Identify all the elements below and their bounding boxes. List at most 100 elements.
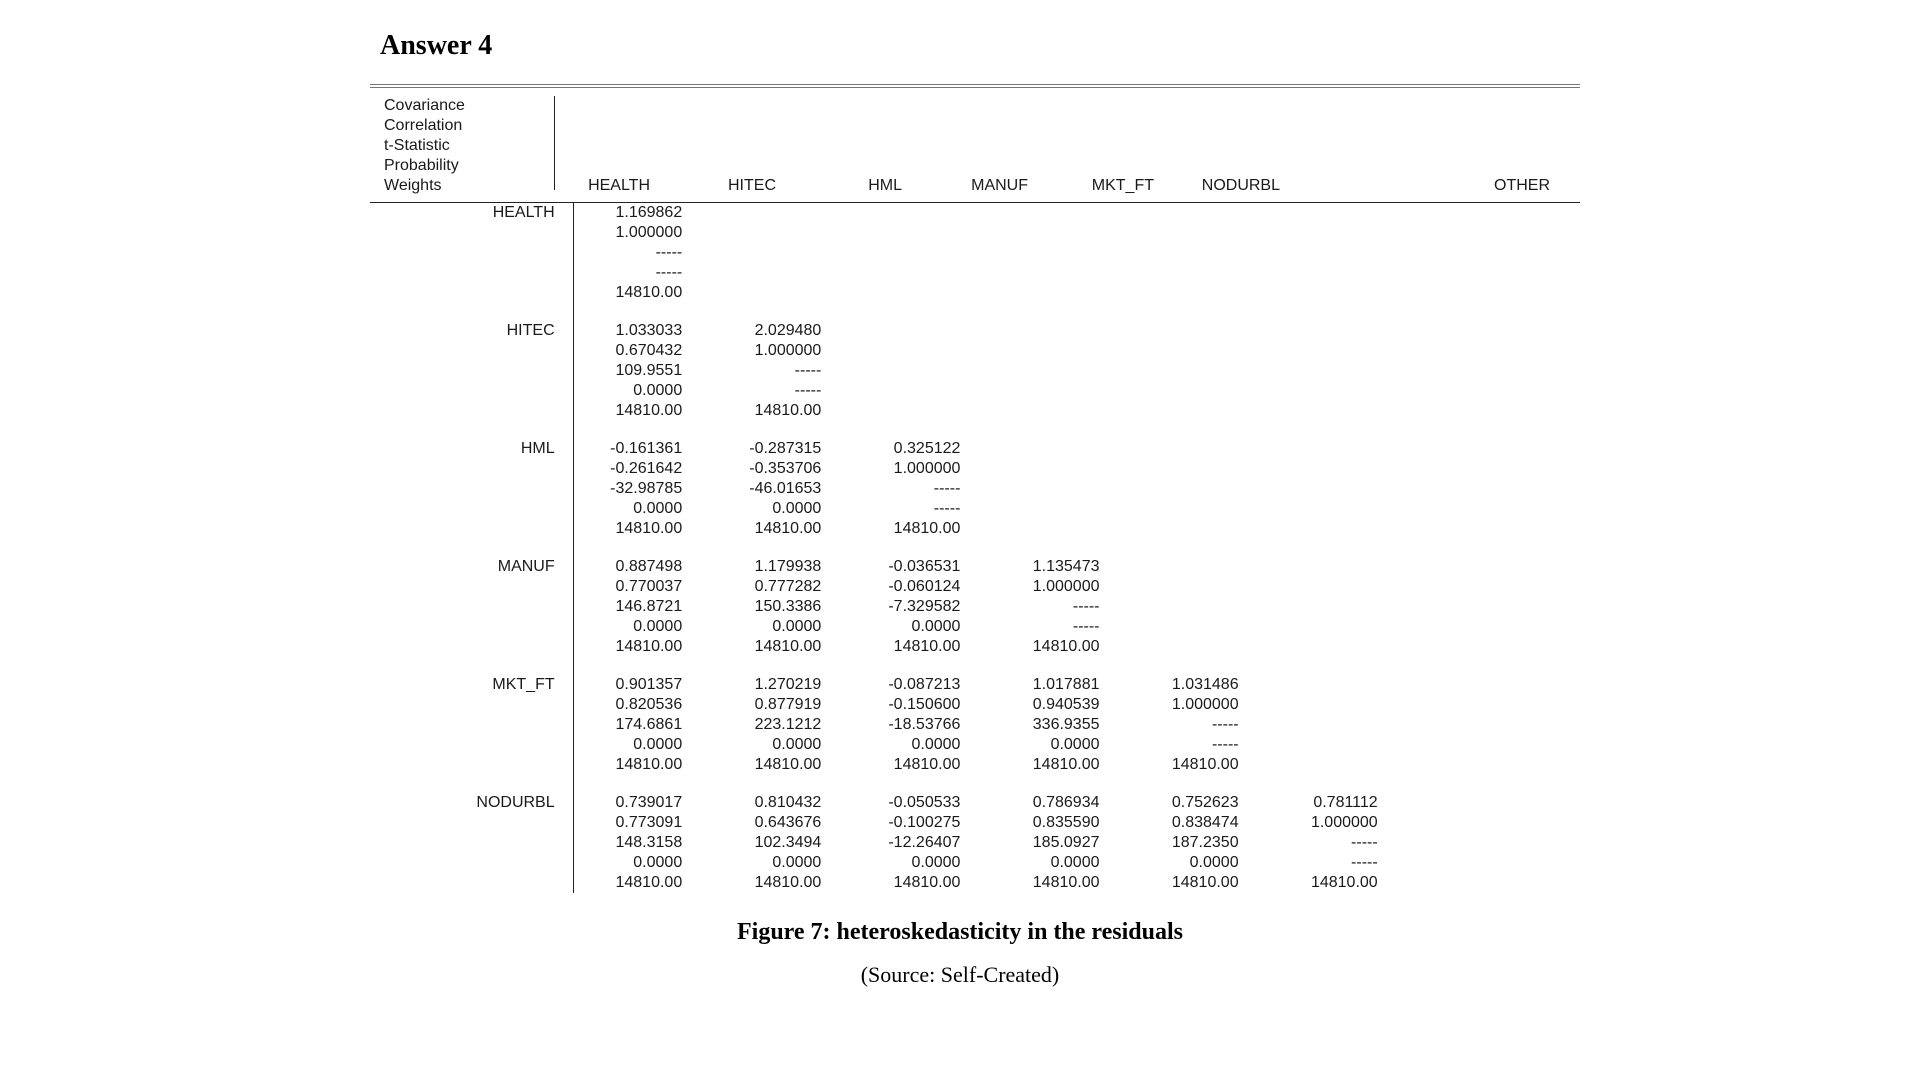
value-cell: 187.2350: [1130, 833, 1269, 853]
value-cell: [1269, 263, 1408, 283]
value-cell: [1130, 361, 1269, 381]
value-cell: [1269, 519, 1408, 539]
value-cell: -0.050533: [851, 793, 990, 813]
table-row: HEALTH1.169862: [370, 203, 1580, 223]
value-cell: [1408, 597, 1580, 617]
value-cell: -----: [990, 597, 1129, 617]
row-label: [370, 401, 573, 421]
value-cell: [1130, 381, 1269, 401]
table-row: -----: [370, 263, 1580, 283]
value-cell: [1269, 243, 1408, 263]
table-row: 0.6704321.000000: [370, 341, 1580, 361]
value-cell: [1269, 283, 1408, 303]
col-header: HML: [806, 176, 932, 200]
value-cell: -----: [851, 479, 990, 499]
value-cell: 336.9355: [990, 715, 1129, 735]
value-cell: -0.100275: [851, 813, 990, 833]
value-cell: 0.0000: [573, 617, 712, 637]
value-cell: 1.000000: [851, 459, 990, 479]
value-cell: 109.9551: [573, 361, 712, 381]
value-cell: 1.000000: [712, 341, 851, 361]
value-cell: [990, 321, 1129, 341]
value-cell: [1269, 617, 1408, 637]
value-cell: 0.0000: [712, 853, 851, 873]
value-cell: [1269, 381, 1408, 401]
value-cell: 0.0000: [851, 853, 990, 873]
value-cell: 14810.00: [1130, 873, 1269, 893]
value-cell: [1130, 321, 1269, 341]
value-cell: [1269, 361, 1408, 381]
value-cell: 1.000000: [990, 577, 1129, 597]
value-cell: -0.287315: [712, 439, 851, 459]
value-cell: [1269, 479, 1408, 499]
value-cell: 0.887498: [573, 557, 712, 577]
metric-label: Covariance: [370, 96, 554, 116]
value-cell: 174.6861: [573, 715, 712, 735]
value-cell: [712, 243, 851, 263]
section-title: Answer 4: [380, 30, 1920, 62]
table-row: 174.6861223.1212-18.53766336.9355-----: [370, 715, 1580, 735]
value-cell: [851, 263, 990, 283]
value-cell: 0.0000: [990, 735, 1129, 755]
metric-label: Probability: [370, 156, 554, 176]
value-cell: [1408, 577, 1580, 597]
value-cell: [1130, 283, 1269, 303]
value-cell: [1408, 813, 1580, 833]
value-cell: 1.031486: [1130, 675, 1269, 695]
row-label: [370, 519, 573, 539]
value-cell: [1408, 439, 1580, 459]
table-row: 0.00000.00000.00000.0000-----: [370, 735, 1580, 755]
value-cell: -----: [851, 499, 990, 519]
col-header: OTHER: [1310, 176, 1580, 200]
table-row: -----: [370, 243, 1580, 263]
value-cell: [1408, 203, 1580, 223]
value-cell: 1.033033: [573, 321, 712, 341]
value-cell: [1408, 361, 1580, 381]
row-label: [370, 597, 573, 617]
row-label: [370, 243, 573, 263]
value-cell: -7.329582: [851, 597, 990, 617]
value-cell: 0.0000: [573, 499, 712, 519]
value-cell: 14810.00: [712, 637, 851, 657]
value-cell: 14810.00: [573, 755, 712, 775]
value-cell: [1130, 243, 1269, 263]
value-cell: [1130, 203, 1269, 223]
value-cell: -0.261642: [573, 459, 712, 479]
stats-table-header: Covariance Correlation t-Statistic Proba…: [370, 96, 1580, 200]
value-cell: 14810.00: [712, 401, 851, 421]
value-cell: [1130, 439, 1269, 459]
row-label: MANUF: [370, 557, 573, 577]
row-label: [370, 341, 573, 361]
value-cell: [1408, 873, 1580, 893]
table-row: 14810.0014810.0014810.0014810.00: [370, 637, 1580, 657]
value-cell: [1269, 735, 1408, 755]
value-cell: 185.0927: [990, 833, 1129, 853]
row-label: [370, 873, 573, 893]
value-cell: [990, 381, 1129, 401]
value-cell: [1130, 499, 1269, 519]
value-cell: 223.1212: [712, 715, 851, 735]
figure-source: (Source: Self-Created): [0, 962, 1920, 988]
row-label: [370, 715, 573, 735]
row-label: NODURBL: [370, 793, 573, 813]
value-cell: [1408, 557, 1580, 577]
row-gap: [370, 775, 1580, 793]
value-cell: [990, 223, 1129, 243]
value-cell: 1.270219: [712, 675, 851, 695]
value-cell: [1130, 479, 1269, 499]
value-cell: [1408, 793, 1580, 813]
value-cell: -----: [573, 243, 712, 263]
table-row: NODURBL0.7390170.810432-0.0505330.786934…: [370, 793, 1580, 813]
row-label: [370, 637, 573, 657]
value-cell: 0.0000: [712, 735, 851, 755]
value-cell: 0.781112: [1269, 793, 1408, 813]
value-cell: -----: [712, 361, 851, 381]
value-cell: 146.8721: [573, 597, 712, 617]
value-cell: 0.0000: [851, 735, 990, 755]
value-cell: 0.835590: [990, 813, 1129, 833]
value-cell: [712, 263, 851, 283]
row-label: [370, 283, 573, 303]
value-cell: [1130, 597, 1269, 617]
value-cell: [1408, 459, 1580, 479]
value-cell: 14810.00: [1269, 873, 1408, 893]
